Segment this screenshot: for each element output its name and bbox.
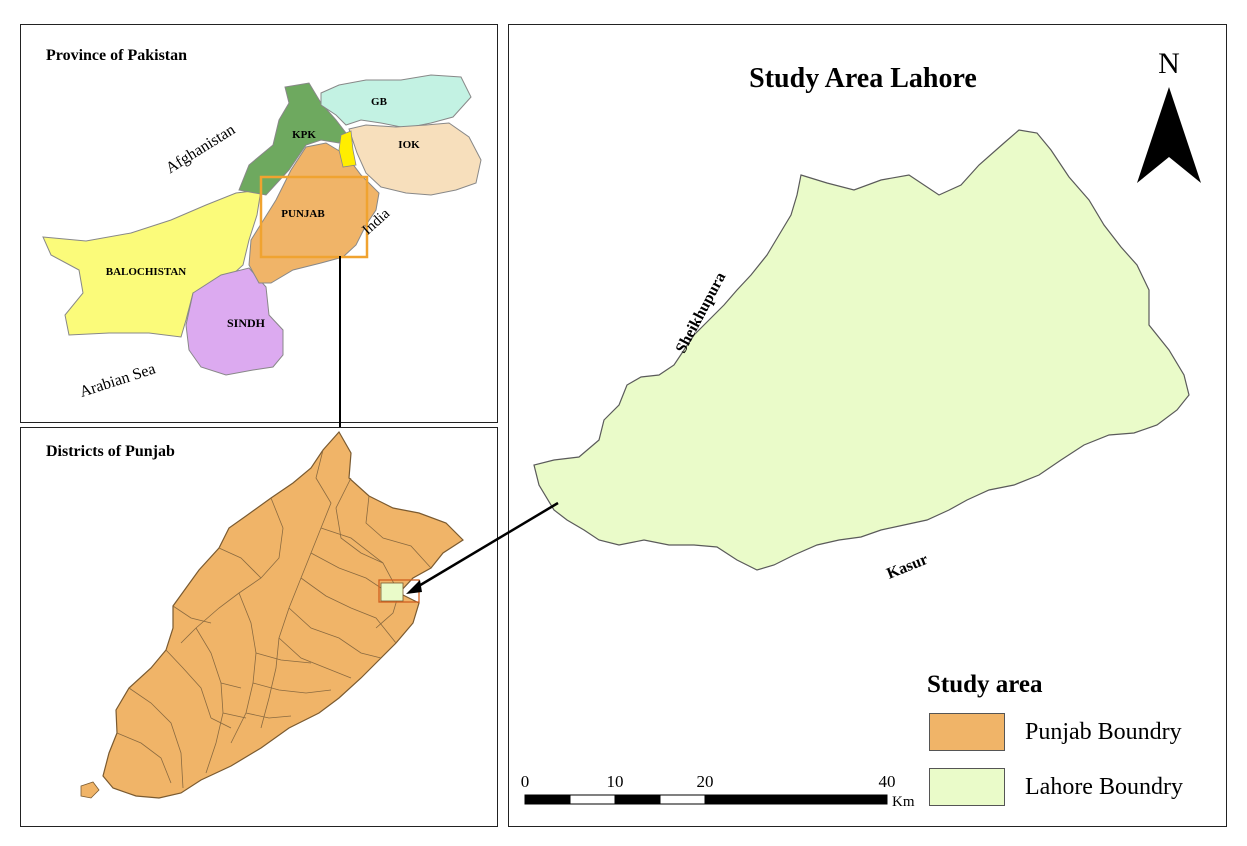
punjab-districts-inset: Districts of Punjab (20, 427, 498, 827)
province-label-gb: GB (371, 96, 388, 108)
legend-label-punjab: Punjab Boundry (1025, 718, 1182, 745)
north-label: N (1158, 47, 1180, 80)
capital-territory-outline (338, 130, 357, 168)
province-label-balochistan: BALOCHISTAN (106, 266, 187, 278)
province-label-kpk: KPK (292, 129, 316, 141)
punjab-districts-svg (80, 430, 464, 799)
neighbor-label-arabian-sea: Arabian Sea (78, 360, 158, 400)
province-gb (320, 74, 472, 129)
scale-tick-40: 40 (879, 772, 896, 791)
scale-tick-0: 0 (521, 772, 530, 791)
legend-item-punjab: Punjab Boundry (929, 713, 1182, 751)
scale-tick-10: 10 (607, 772, 624, 791)
punjab-highlight-box (259, 175, 369, 259)
legend-title: Study area (927, 671, 1043, 698)
province-label-sindh: SINDH (227, 316, 266, 330)
province-kpk (238, 82, 347, 196)
inset-title-provinces: Province of Pakistan (46, 47, 188, 64)
lahore-map-svg: Study Area Lahore N Sheikhupura Kasur 0 … (521, 47, 1201, 810)
province-sindh (185, 267, 284, 376)
pakistan-map-svg: GB KPK IOK PUNJAB BALOCHISTAN SINDH Afgh… (42, 74, 482, 401)
neighbor-label-kasur: Kasur (884, 551, 930, 583)
punjab-island (80, 781, 100, 799)
neighbor-label-afghanistan: Afghanistan (163, 121, 238, 177)
legend-label-lahore: Lahore Boundry (1025, 773, 1183, 800)
province-label-iok: IOK (398, 139, 420, 151)
north-arrow-icon (1137, 87, 1201, 183)
legend-swatch-lahore (929, 768, 1005, 806)
legend-item-lahore: Lahore Boundry (929, 768, 1183, 806)
study-area-main-map: Study Area Lahore N Sheikhupura Kasur 0 … (508, 24, 1227, 827)
punjab-outline (102, 430, 464, 799)
main-map-title: Study Area Lahore (749, 63, 977, 94)
inset-title-districts: Districts of Punjab (46, 443, 175, 460)
lahore-district (380, 582, 404, 602)
scale-tick-20: 20 (697, 772, 714, 791)
lahore-boundary (533, 129, 1190, 571)
scale-bar (524, 794, 888, 805)
province-label-punjab: PUNJAB (281, 208, 325, 220)
scale-unit: Km (892, 794, 915, 810)
province-iok (348, 122, 482, 196)
pakistan-provinces-inset: Province of Pakistan GB KPK IOK PUNJAB B… (20, 24, 498, 423)
legend-swatch-punjab (929, 713, 1005, 751)
